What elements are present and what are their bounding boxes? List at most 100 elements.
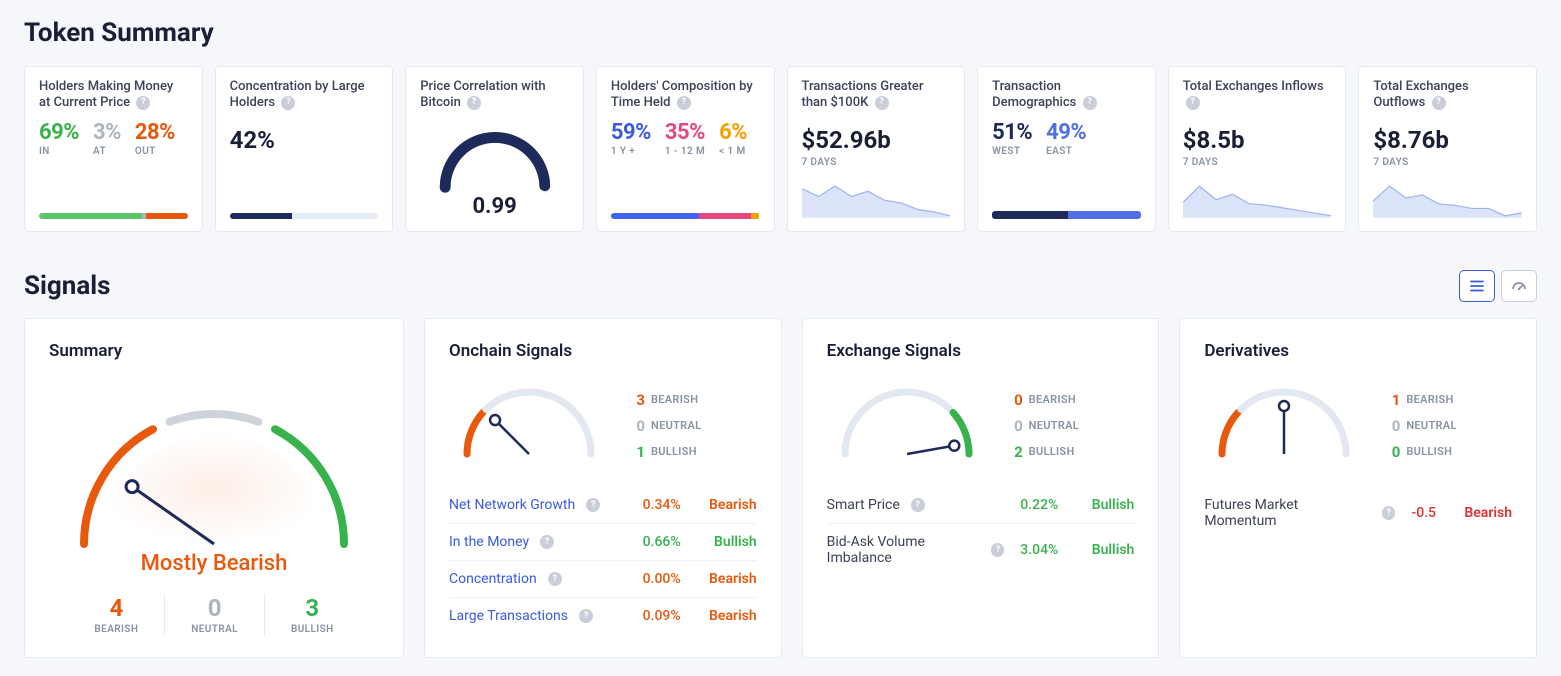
help-icon[interactable]: ? bbox=[281, 96, 295, 110]
gauge-icon bbox=[1510, 277, 1528, 295]
signal-card-summary: Summary Mostly Bearish 4 BEARISH 0 NEUTR… bbox=[24, 318, 404, 658]
card-holders-money[interactable]: Holders Making Money at Current Price ? … bbox=[24, 66, 203, 232]
card-title: Holders' Composition by Time Held ? bbox=[611, 79, 760, 112]
card-inflows[interactable]: Total Exchanges Inflows ? $8.5b 7 DAYS bbox=[1168, 66, 1347, 232]
signal-value: 0.09% bbox=[643, 608, 681, 624]
signal-verdict: Bearish bbox=[1456, 505, 1512, 521]
card-holders-time[interactable]: Holders' Composition by Time Held ? 59% … bbox=[596, 66, 775, 232]
token-summary-title: Token Summary bbox=[24, 18, 1537, 48]
group-gauge bbox=[827, 379, 987, 473]
group-counts: 0BEARISH 0NEUTRAL 2BULLISH bbox=[1009, 379, 1079, 461]
group-list: Smart Price ? 0.22% Bullish Bid-Ask Volu… bbox=[827, 487, 1135, 576]
m1_12-label: 1 - 12 M bbox=[665, 146, 705, 157]
signal-name: Smart Price bbox=[827, 497, 900, 513]
count-neutral: 0 bbox=[191, 594, 238, 622]
signal-card-group: Exchange Signals 0BEARISH 0NEUTRAL 2BULL… bbox=[802, 318, 1160, 658]
view-list-button[interactable] bbox=[1459, 270, 1495, 302]
count-bearish-label: BEARISH bbox=[94, 624, 138, 635]
help-icon[interactable]: ? bbox=[1186, 96, 1200, 110]
help-icon[interactable]: ? bbox=[677, 96, 691, 110]
card-price-corr[interactable]: Price Correlation with Bitcoin ? 0.99 bbox=[405, 66, 584, 232]
spark-inflows bbox=[1183, 183, 1332, 219]
signal-verdict: Bullish bbox=[701, 534, 757, 550]
count-neutral-label: NEUTRAL bbox=[191, 624, 238, 635]
east-pct: 49% bbox=[1046, 122, 1086, 144]
help-icon[interactable]: ? bbox=[1083, 96, 1097, 110]
spark-tx-100k bbox=[802, 183, 951, 219]
card-title: Transactions Greater than $100K ? bbox=[802, 79, 951, 112]
inflows-sub: 7 DAYS bbox=[1183, 157, 1332, 168]
at-label: AT bbox=[93, 146, 121, 157]
signal-name[interactable]: Concentration bbox=[449, 571, 537, 587]
help-icon[interactable]: ? bbox=[136, 96, 150, 110]
price-corr-gauge: 0.99 bbox=[420, 120, 569, 219]
m1-pct: 6% bbox=[719, 122, 747, 144]
summary-gauge: Mostly Bearish bbox=[49, 379, 379, 576]
outflows-value: $8.76b bbox=[1373, 126, 1522, 154]
signal-value: 0.22% bbox=[1020, 497, 1058, 513]
list-icon bbox=[1468, 277, 1486, 295]
west-label: WEST bbox=[992, 146, 1032, 157]
count-bullish: 3 bbox=[291, 594, 334, 622]
view-gauge-button[interactable] bbox=[1501, 270, 1537, 302]
m1-label: < 1 M bbox=[719, 146, 747, 157]
signal-card-group: Onchain Signals 3BEARISH 0NEUTRAL 1BULLI… bbox=[424, 318, 782, 658]
y1-pct: 59% bbox=[611, 122, 651, 144]
card-title: Transaction Demographics ? bbox=[992, 79, 1141, 112]
group-title: Onchain Signals bbox=[449, 341, 757, 361]
signal-row: Smart Price ? 0.22% Bullish bbox=[827, 487, 1135, 524]
bar-tx-demo bbox=[992, 211, 1141, 219]
count-bullish-label: BULLISH bbox=[291, 624, 334, 635]
help-icon[interactable]: ? bbox=[1382, 506, 1396, 520]
signal-value: -0.5 bbox=[1411, 505, 1436, 521]
signal-name: Bid-Ask Volume Imbalance bbox=[827, 534, 981, 566]
card-tx-100k[interactable]: Transactions Greater than $100K ? $52.96… bbox=[787, 66, 966, 232]
signal-value: 0.66% bbox=[643, 534, 681, 550]
signal-row: Large Transactions ? 0.09% Bearish bbox=[449, 598, 757, 634]
card-title: Total Exchanges Outflows ? bbox=[1373, 79, 1522, 112]
help-icon[interactable]: ? bbox=[579, 609, 593, 623]
in-pct: 69% bbox=[39, 122, 79, 144]
help-icon[interactable]: ? bbox=[586, 498, 600, 512]
help-icon[interactable]: ? bbox=[548, 572, 562, 586]
help-icon[interactable]: ? bbox=[991, 543, 1004, 557]
view-toggle bbox=[1459, 270, 1537, 302]
help-icon[interactable]: ? bbox=[911, 498, 925, 512]
help-icon[interactable]: ? bbox=[1432, 96, 1446, 110]
signal-verdict: Bearish bbox=[701, 571, 757, 587]
west-pct: 51% bbox=[992, 122, 1032, 144]
signal-verdict: Bullish bbox=[1078, 497, 1134, 513]
signal-name[interactable]: Large Transactions bbox=[449, 608, 568, 624]
group-gauge bbox=[449, 379, 609, 473]
concentration-value: 42% bbox=[230, 126, 379, 154]
signal-name: Futures Market Momentum bbox=[1204, 497, 1370, 529]
help-icon[interactable]: ? bbox=[875, 96, 889, 110]
summary-counts: 4 BEARISH 0 NEUTRAL 3 BULLISH bbox=[49, 594, 379, 635]
signal-name[interactable]: In the Money bbox=[449, 534, 529, 550]
help-icon[interactable]: ? bbox=[540, 535, 554, 549]
count-bearish: 4 bbox=[94, 594, 138, 622]
inflows-value: $8.5b bbox=[1183, 126, 1332, 154]
signal-row: Concentration ? 0.00% Bearish bbox=[449, 561, 757, 598]
token-summary-cards: Holders Making Money at Current Price ? … bbox=[24, 66, 1537, 232]
card-concentration[interactable]: Concentration by Large Holders ? 42% bbox=[215, 66, 394, 232]
group-list: Futures Market Momentum ? -0.5 Bearish bbox=[1204, 487, 1512, 539]
signal-value: 3.04% bbox=[1020, 542, 1058, 558]
bar-holders-money bbox=[39, 213, 188, 219]
signal-row: Bid-Ask Volume Imbalance ? 3.04% Bullish bbox=[827, 524, 1135, 576]
help-icon[interactable]: ? bbox=[467, 96, 481, 110]
signal-name[interactable]: Net Network Growth bbox=[449, 497, 575, 513]
out-label: OUT bbox=[135, 146, 175, 157]
card-outflows[interactable]: Total Exchanges Outflows ? $8.76b 7 DAYS bbox=[1358, 66, 1537, 232]
card-tx-demo[interactable]: Transaction Demographics ? 51% WEST 49% … bbox=[977, 66, 1156, 232]
summary-title: Summary bbox=[49, 341, 379, 361]
price-corr-value: 0.99 bbox=[420, 194, 569, 219]
signal-verdict: Bearish bbox=[701, 497, 757, 513]
signal-row: Futures Market Momentum ? -0.5 Bearish bbox=[1204, 487, 1512, 539]
signal-verdict: Bullish bbox=[1078, 542, 1134, 558]
card-title: Price Correlation with Bitcoin ? bbox=[420, 79, 569, 112]
group-title: Exchange Signals bbox=[827, 341, 1135, 361]
in-label: IN bbox=[39, 146, 79, 157]
signal-value: 0.34% bbox=[643, 497, 681, 513]
signal-verdict: Bearish bbox=[701, 608, 757, 624]
